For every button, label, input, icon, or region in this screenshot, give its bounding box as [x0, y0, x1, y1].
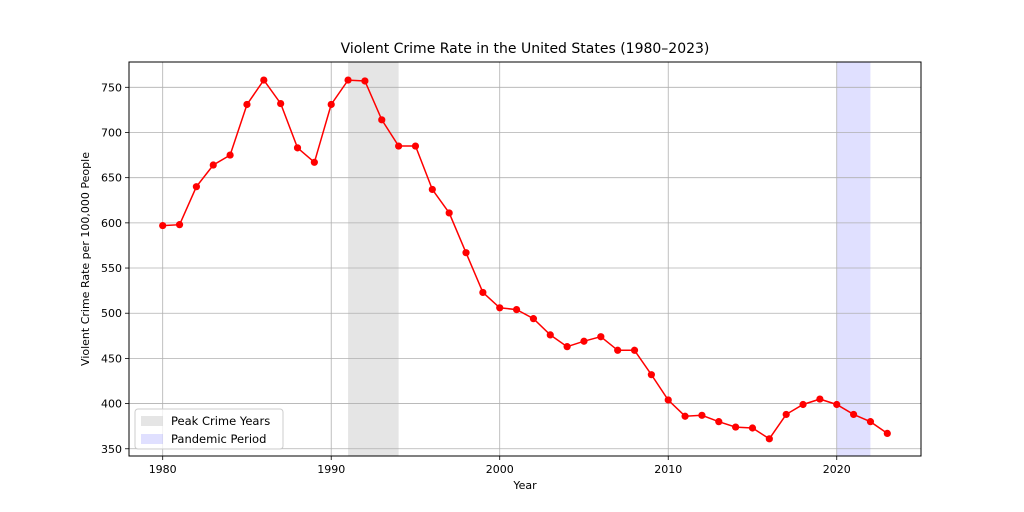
legend-box [134, 408, 284, 450]
data-point [647, 371, 655, 379]
data-point [614, 346, 622, 354]
data-point [293, 144, 302, 152]
shaded-regions [348, 62, 871, 456]
shaded-region-2 [836, 62, 871, 456]
data-point [512, 306, 521, 314]
legend-swatch [141, 434, 163, 444]
data-point [159, 221, 167, 230]
data-point [630, 346, 639, 354]
data-point [344, 76, 352, 84]
data-point [833, 400, 841, 409]
data-point [327, 100, 335, 109]
y-tick-label: 350 [101, 443, 122, 456]
legend-swatch [141, 416, 163, 426]
x-tick-label: 1990 [317, 463, 345, 476]
data-point [226, 151, 234, 159]
data-point [782, 410, 790, 419]
data-point [428, 185, 436, 194]
y-tick-label: 550 [101, 262, 122, 275]
x-tick-label: 2020 [823, 463, 851, 476]
data-point [310, 158, 318, 166]
chart-title: Violent Crime Rate in the United States … [341, 41, 710, 57]
data-point [580, 337, 588, 345]
data-point [192, 183, 201, 191]
y-tick-label: 700 [101, 126, 122, 139]
legend-label: Peak Crime Years [171, 414, 270, 428]
data-point [799, 400, 807, 409]
x-tick-label: 2000 [486, 463, 514, 476]
data-series [159, 76, 891, 443]
y-tick-label: 650 [101, 172, 122, 185]
data-point [748, 424, 757, 432]
data-point [462, 249, 470, 257]
y-tick-label: 450 [101, 352, 122, 365]
data-point [664, 396, 672, 404]
y-tick-label: 500 [101, 307, 122, 320]
data-point [445, 209, 453, 217]
x-tick-label: 1980 [149, 463, 177, 476]
grid-lines [129, 62, 921, 456]
data-point [277, 99, 285, 108]
data-point [175, 221, 184, 229]
data-point [395, 142, 403, 150]
data-point [715, 418, 723, 426]
series-line [162, 78, 888, 440]
plot-frame [128, 61, 922, 457]
y-tick-label: 750 [101, 81, 122, 94]
data-point [597, 333, 605, 341]
data-point [479, 288, 487, 297]
data-point [260, 76, 268, 84]
data-point [698, 411, 706, 419]
data-point [563, 343, 571, 351]
data-point [883, 429, 891, 438]
data-point [849, 410, 858, 419]
data-point [411, 142, 420, 150]
data-point [378, 116, 386, 124]
axis-ticks: 1980 1990 2000 2010 2020 350 400 450 500 550 600 65… [101, 81, 851, 476]
y-tick-label: 400 [101, 398, 122, 411]
data-point [765, 435, 773, 443]
data-point [546, 331, 554, 339]
data-point [496, 304, 504, 312]
data-point [816, 395, 824, 403]
data-point [361, 77, 369, 85]
x-tick-label: 2010 [654, 463, 682, 476]
data-point [529, 315, 538, 323]
data-point [681, 412, 689, 420]
data-point [243, 100, 251, 109]
y-tick-label: 600 [101, 217, 122, 230]
data-point [866, 418, 875, 426]
x-axis-label: Year [512, 479, 537, 492]
data-point [732, 423, 740, 431]
y-axis-label: Violent Crime Rate per 100,000 People [79, 152, 92, 366]
legend: Peak Crime Years Pandemic Period [134, 408, 284, 450]
data-point [209, 161, 217, 169]
legend-label: Pandemic Period [171, 432, 266, 446]
shaded-region-1 [348, 62, 399, 456]
